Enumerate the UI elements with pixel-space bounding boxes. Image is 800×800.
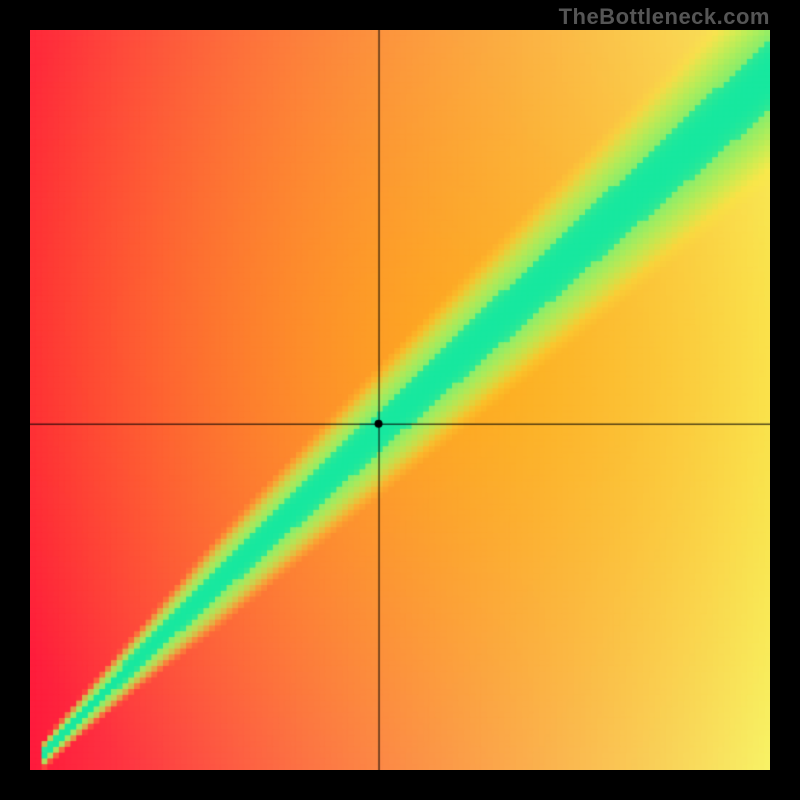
watermark-text: TheBottleneck.com	[559, 4, 770, 30]
chart-container: TheBottleneck.com	[0, 0, 800, 800]
bottleneck-heatmap	[30, 30, 770, 770]
